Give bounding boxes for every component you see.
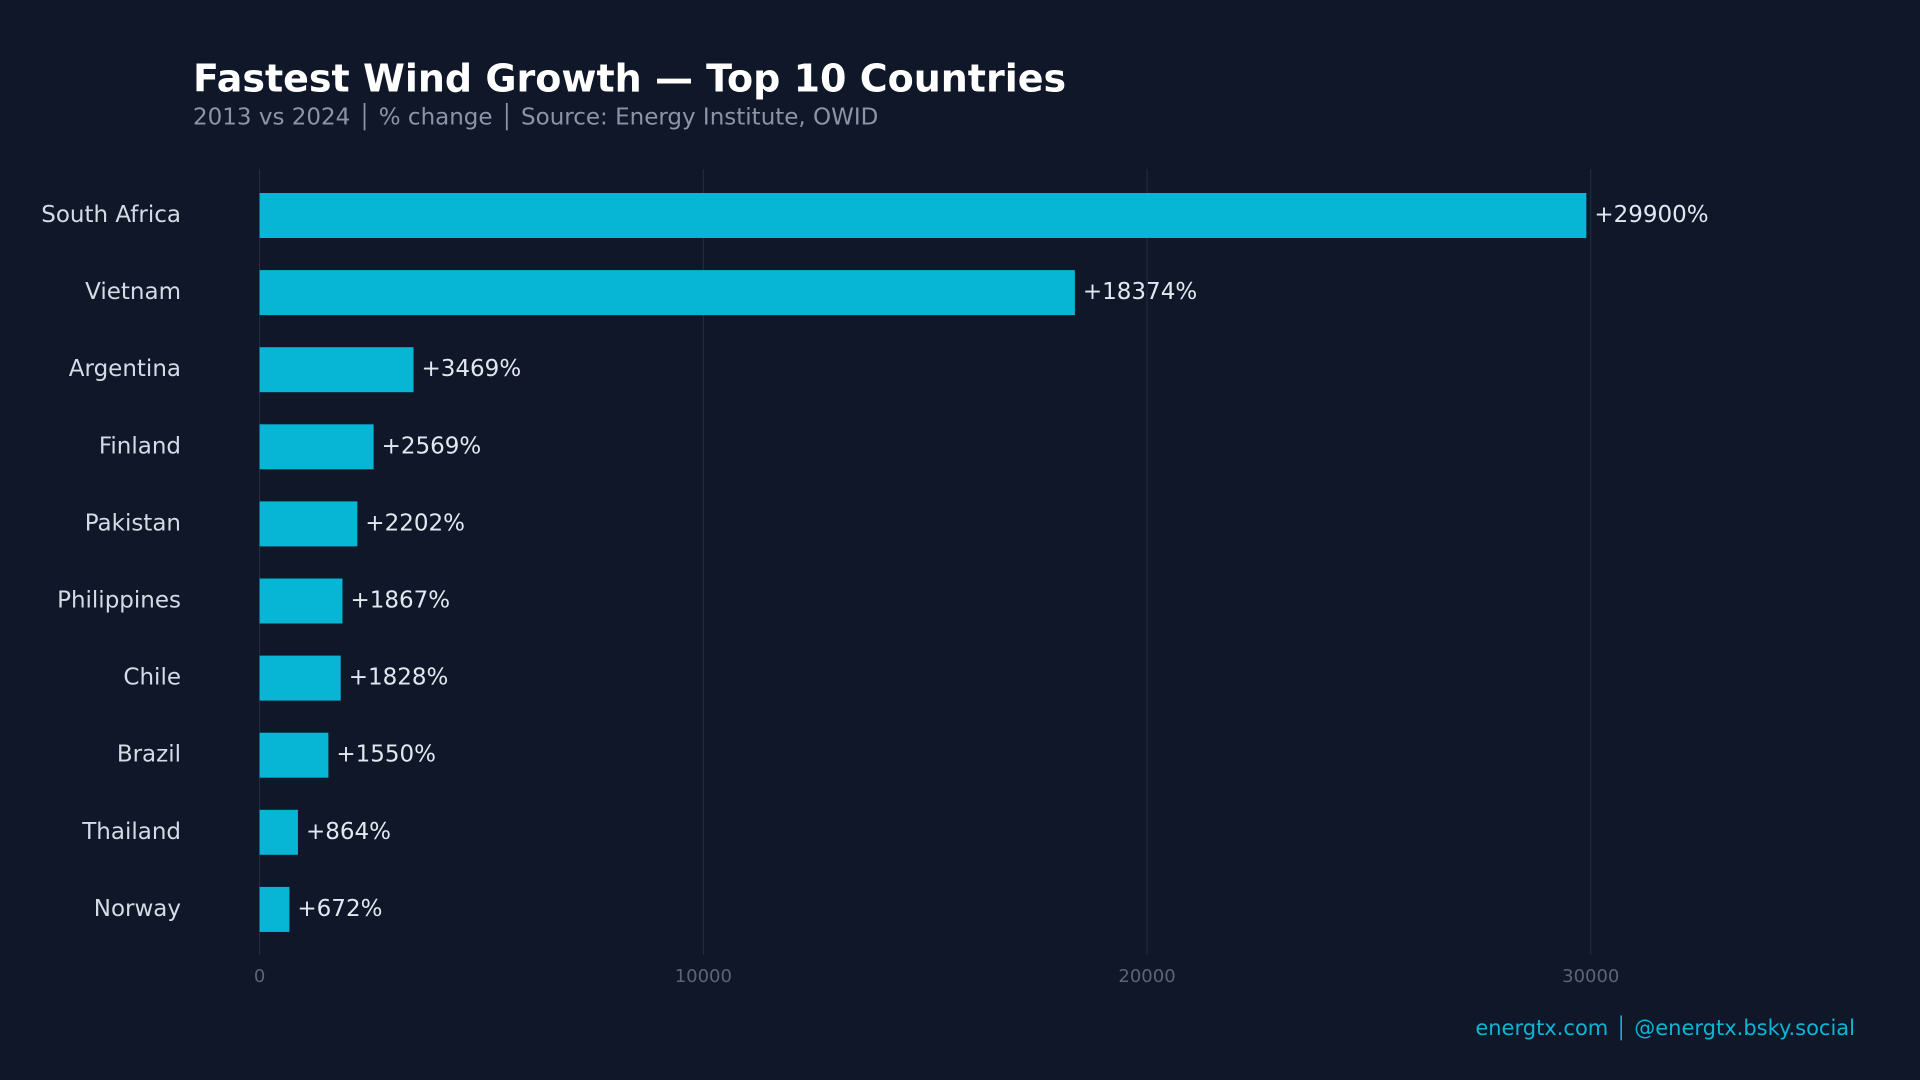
chart-subtitle: 2013 vs 2024 │ % change │ Source: Energy… — [193, 103, 878, 131]
y-tick-label: Finland — [99, 433, 181, 459]
chart-title: Fastest Wind Growth — Top 10 Countries — [193, 57, 1066, 101]
value-label: +1867% — [350, 588, 450, 614]
bar — [259, 270, 1075, 316]
bar — [259, 655, 341, 701]
value-label: +29900% — [1594, 202, 1708, 228]
footer: energtx.com │ @energtx.bsky.social — [1475, 1015, 1855, 1041]
y-tick-label: South Africa — [41, 202, 181, 228]
y-tick-label: Norway — [94, 896, 181, 922]
value-label: +1828% — [349, 665, 449, 691]
x-tick-label: 10000 — [675, 966, 732, 987]
bar — [259, 732, 329, 778]
y-tick-label: Chile — [123, 665, 181, 691]
value-label: +672% — [297, 896, 382, 922]
x-tick-label: 20000 — [1118, 966, 1175, 987]
y-tick-label: Pakistan — [85, 510, 181, 536]
value-label: +864% — [306, 819, 391, 845]
bar — [259, 886, 290, 932]
value-label: +2569% — [382, 433, 482, 459]
y-tick-label: Thailand — [81, 819, 181, 845]
y-tick-label: Vietnam — [85, 279, 181, 305]
y-tick-label: Philippines — [57, 588, 181, 614]
value-label: +3469% — [422, 356, 522, 382]
bar — [259, 501, 358, 547]
bar — [259, 809, 298, 855]
value-label: +2202% — [365, 510, 465, 536]
bar — [259, 578, 343, 624]
value-label: +18374% — [1083, 279, 1197, 305]
x-tick-label: 30000 — [1562, 966, 1619, 987]
value-label: +1550% — [336, 742, 436, 768]
y-tick-label: Brazil — [117, 742, 181, 768]
bar — [259, 347, 414, 393]
y-tick-label: Argentina — [69, 356, 181, 382]
bar — [259, 193, 1587, 238]
x-tick-label: 0 — [254, 966, 265, 987]
bar — [259, 424, 374, 470]
